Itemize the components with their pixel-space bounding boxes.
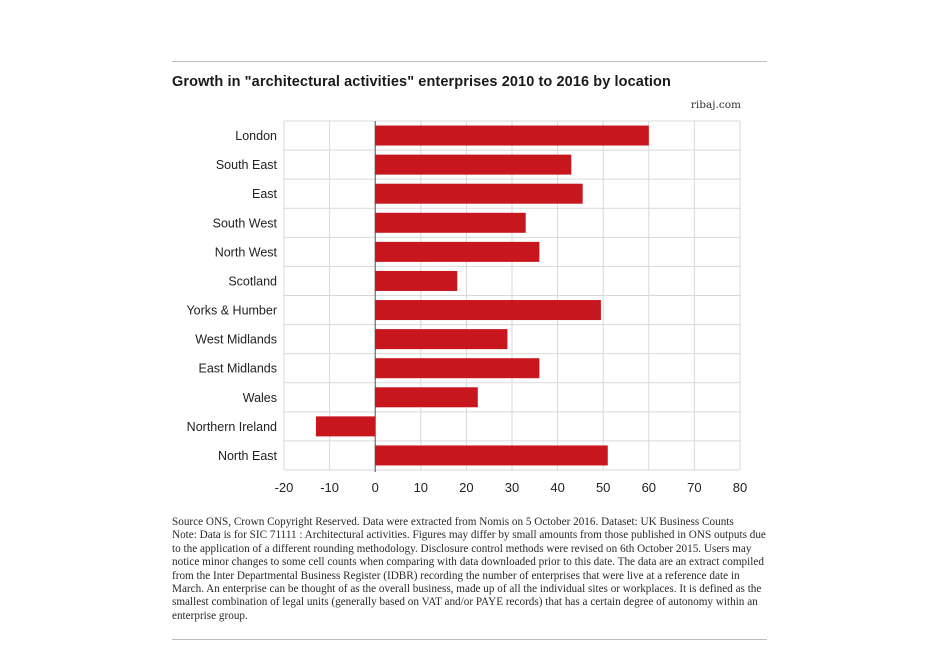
- bar-north-west: [375, 241, 540, 262]
- chart-title: Growth in "architectural activities" ent…: [172, 74, 671, 90]
- x-tick-label: 50: [596, 480, 610, 495]
- brand-label: ribaj.com: [690, 99, 741, 111]
- bar-london: [375, 125, 649, 146]
- x-tick-label: 70: [687, 480, 701, 495]
- category-label: Wales: [243, 391, 277, 405]
- x-tick-label: -10: [320, 480, 339, 495]
- category-label: Northern Ireland: [187, 420, 277, 434]
- bar-wales: [375, 387, 478, 408]
- category-label: Yorks & Humber: [186, 304, 277, 318]
- category-label: West Midlands: [195, 333, 277, 347]
- category-label: London: [235, 129, 277, 143]
- category-label: East: [252, 187, 278, 201]
- bar-scotland: [375, 270, 458, 291]
- category-label: South East: [216, 158, 278, 172]
- x-tick-label: -20: [275, 480, 294, 495]
- x-tick-label: 60: [642, 480, 656, 495]
- category-label: North East: [218, 449, 278, 463]
- x-tick-label: 10: [414, 480, 428, 495]
- x-tick-label: 80: [733, 480, 747, 495]
- bar-south-west: [375, 212, 526, 233]
- footnote-source: Source ONS, Crown Copyright Reserved. Da…: [172, 516, 734, 528]
- x-tick-label: 40: [550, 480, 564, 495]
- category-label: East Midlands: [198, 362, 277, 376]
- category-label: North West: [215, 245, 278, 259]
- top-rule: [172, 61, 767, 62]
- bottom-rule: [172, 639, 767, 640]
- bar-north-east: [375, 445, 608, 466]
- bar-yorks-humber: [375, 300, 601, 321]
- x-tick-label: 30: [505, 480, 519, 495]
- x-tick-label: 20: [459, 480, 473, 495]
- category-label: Scotland: [228, 274, 277, 288]
- bar-east-midlands: [375, 358, 540, 379]
- footnote-note: Note: Data is for SIC 71111 : Architectu…: [172, 529, 766, 622]
- x-tick-label: 0: [372, 480, 379, 495]
- bar-east: [375, 183, 583, 204]
- bar-west-midlands: [375, 329, 508, 350]
- bar-south-east: [375, 154, 572, 175]
- category-label: South West: [213, 216, 278, 230]
- bar-northern-ireland: [315, 416, 376, 437]
- footnote: Source ONS, Crown Copyright Reserved. Da…: [172, 516, 772, 623]
